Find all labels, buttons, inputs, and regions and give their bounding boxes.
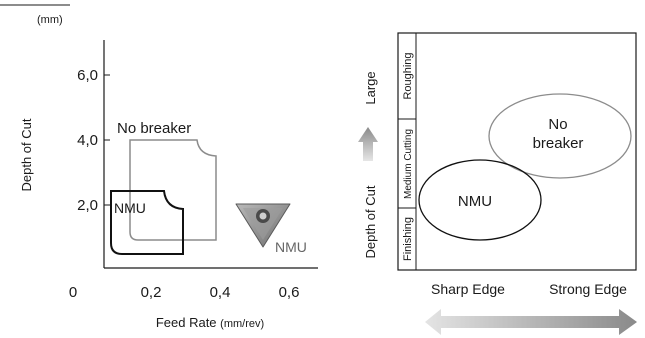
nmu-region	[110, 190, 184, 255]
right-y-axis-title: Depth of Cut	[363, 185, 378, 258]
row-label-finishing: Finishing	[402, 217, 414, 261]
nmu-ellipse	[418, 159, 542, 241]
no-breaker-ellipse-label-1: No	[548, 116, 567, 133]
x-tick-label-0: 0	[69, 284, 77, 301]
x-axis-title: Feed Rate (mm/rev)	[156, 315, 264, 330]
x-tick-label-0-4: 0,4	[210, 284, 231, 301]
nmu-ellipse-label: NMU	[458, 193, 492, 210]
right-chart: Roughing Medium Cutting Finishing Large …	[358, 32, 637, 335]
y-tick-label-2: 2,0	[77, 197, 98, 214]
y-tick-label-6: 6,0	[77, 67, 98, 84]
nmu-region-label: NMU	[114, 200, 146, 216]
x-tick-label-0-6: 0,6	[279, 284, 300, 301]
large-label: Large	[363, 71, 378, 104]
y-axis-title: Depth of Cut	[19, 118, 34, 191]
x-label-sharp-edge: Sharp Edge	[431, 281, 505, 297]
y-tick-label-4: 4,0	[77, 132, 98, 149]
right-chart-frame	[397, 32, 637, 271]
up-arrow-icon	[358, 127, 378, 161]
insert-triangle-icon	[235, 203, 291, 248]
no-breaker-ellipse-label-2: breaker	[533, 135, 584, 152]
insert-label: NMU	[275, 239, 307, 255]
double-arrow-icon	[425, 309, 637, 335]
x-label-strong-edge: Strong Edge	[549, 281, 627, 297]
row-label-medium-cutting: Medium Cutting	[403, 129, 414, 199]
no-breaker-region-label: No breaker	[117, 120, 191, 137]
no-breaker-ellipse	[488, 93, 632, 179]
x-tick-label-0-2: 0,2	[141, 284, 162, 301]
row-label-roughing: Roughing	[402, 52, 414, 99]
left-chart: (mm) 6,0 4,0 2,0 0 0,2 0,4 0,6 Depth of …	[0, 4, 318, 330]
unit-label: (mm)	[37, 14, 63, 26]
no-breaker-region	[129, 139, 217, 241]
